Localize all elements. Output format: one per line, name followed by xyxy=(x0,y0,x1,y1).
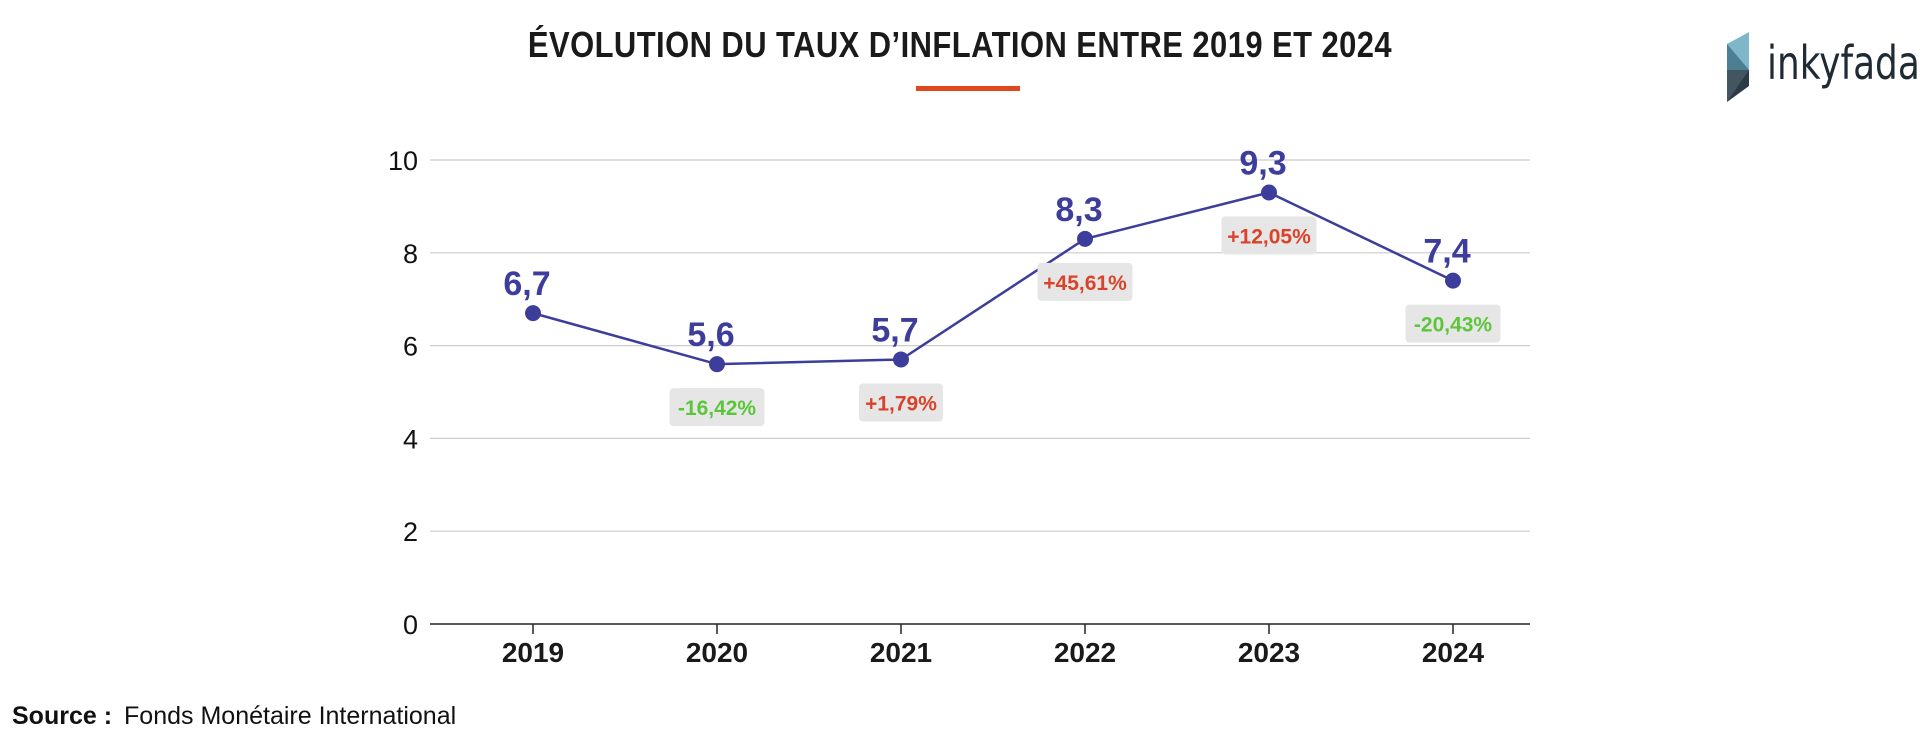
series-line-path xyxy=(532,191,1454,366)
x-tick-label: 2021 xyxy=(870,637,932,668)
y-tick-label: 10 xyxy=(388,146,418,176)
y-axis: 0 2 4 6 8 10 xyxy=(388,146,418,640)
change-label: +45,61% xyxy=(1043,272,1127,295)
title-underline xyxy=(916,86,1020,91)
data-point xyxy=(709,356,725,373)
y-tick-label: 6 xyxy=(403,332,418,362)
y-tick-label: 4 xyxy=(403,424,418,454)
data-labels: 6,7 5,6 -16,42% 5,7 +1,79% 8,3 +45,61% 9,3 +12,0… xyxy=(503,144,1501,427)
data-point xyxy=(525,305,541,322)
data-point xyxy=(1261,184,1277,201)
change-badge xyxy=(1221,216,1317,255)
data-value-label: 8,3 xyxy=(1055,191,1102,229)
data-point xyxy=(893,351,909,368)
data-value-label: 5,6 xyxy=(687,316,734,354)
series-line xyxy=(525,184,1461,373)
change-badge xyxy=(1405,304,1501,343)
data-value-label: 6,7 xyxy=(503,265,550,303)
change-label: +1,79% xyxy=(865,393,937,416)
chart-title: ÉVOLUTION DU TAUX D’INFLATION ENTRE 2019… xyxy=(527,24,1393,65)
y-tick-label: 2 xyxy=(403,517,418,547)
x-tick-label: 2024 xyxy=(1422,637,1485,668)
data-value-label: 9,3 xyxy=(1239,144,1286,182)
gridlines xyxy=(430,159,1530,532)
change-badge xyxy=(1037,262,1133,301)
x-axis: 2019 2020 2021 2022 2023 2024 xyxy=(430,623,1530,668)
data-value-label: 7,4 xyxy=(1423,233,1470,271)
change-badge xyxy=(859,383,943,422)
y-tick-label: 8 xyxy=(403,239,418,269)
data-value-label: 5,7 xyxy=(871,312,918,350)
source-note: Source : Fonds Monétaire International xyxy=(12,702,456,731)
inkyfada-logo-icon xyxy=(1727,32,1749,102)
x-tick-label: 2019 xyxy=(502,637,564,668)
x-tick-label: 2020 xyxy=(686,637,748,668)
y-tick-label: 0 xyxy=(403,610,418,640)
data-point xyxy=(1077,230,1093,247)
change-label: +12,05% xyxy=(1227,225,1311,248)
inkyfada-logo: inkyfada xyxy=(1725,30,1920,104)
change-label: -20,43% xyxy=(1414,314,1493,337)
change-badge xyxy=(669,388,765,427)
x-tick-label: 2023 xyxy=(1238,637,1300,668)
change-label: -16,42% xyxy=(678,397,757,420)
source-text: Fonds Monétaire International xyxy=(124,702,457,730)
source-label: Source : xyxy=(12,702,113,730)
x-tick-label: 2022 xyxy=(1054,637,1116,668)
logo-text: inkyfada xyxy=(1767,36,1920,90)
data-point xyxy=(1445,272,1461,289)
